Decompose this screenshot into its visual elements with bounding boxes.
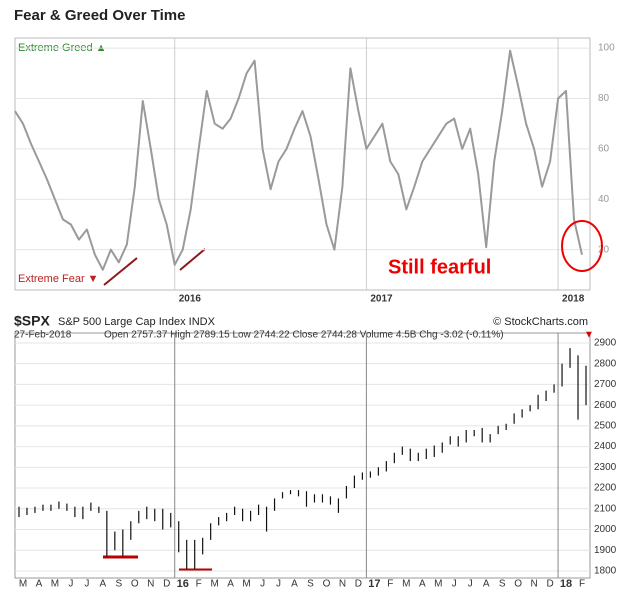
x-tick-label: A: [483, 579, 490, 590]
x-tick-label: A: [291, 579, 298, 590]
subtitle: S&P 500 Large Cap Index INDX: [58, 316, 216, 328]
x-tick-label: D: [546, 579, 553, 590]
y-tick-label: 2100: [594, 503, 617, 514]
highlight-circle: [561, 220, 603, 272]
x-tick-label: 2017: [370, 294, 393, 305]
x-tick-label: 16: [177, 578, 189, 590]
x-tick-label: J: [84, 579, 89, 590]
x-tick-label: M: [19, 579, 27, 590]
y-tick-label: 2800: [594, 358, 617, 369]
date: 27-Feb-2018: [14, 330, 72, 341]
x-tick-label: 2018: [562, 294, 585, 305]
x-tick-label: N: [147, 579, 154, 590]
x-tick-label: M: [51, 579, 59, 590]
x-tick-label: S: [307, 579, 314, 590]
stats: Open 2757.37 High 2789.15 Low 2744.22 Cl…: [104, 330, 504, 341]
y-tick-label: 20: [598, 244, 610, 255]
annotation: Still fearful: [388, 256, 491, 278]
y-tick-label: 2600: [594, 400, 617, 411]
x-tick-label: D: [355, 579, 362, 590]
y-tick-label: 60: [598, 144, 610, 155]
y-tick-label: 2900: [594, 338, 617, 349]
x-tick-label: A: [419, 579, 426, 590]
x-tick-label: M: [402, 579, 410, 590]
x-tick-label: A: [227, 579, 234, 590]
y-tick-label: 2200: [594, 483, 617, 494]
spx-frame: [14, 332, 591, 579]
x-tick-label: A: [100, 579, 107, 590]
fear-label: Extreme Fear ▼: [18, 273, 99, 285]
x-tick-label: O: [131, 579, 139, 590]
x-tick-label: 18: [560, 578, 572, 590]
x-tick-label: J: [452, 579, 457, 590]
y-tick-label: 2000: [594, 524, 617, 535]
y-tick-label: 2700: [594, 379, 617, 390]
x-tick-label: S: [499, 579, 506, 590]
x-tick-label: J: [260, 579, 265, 590]
y-tick-label: 2300: [594, 462, 617, 473]
x-tick-label: J: [468, 579, 473, 590]
x-tick-label: J: [276, 579, 281, 590]
x-tick-label: F: [196, 579, 202, 590]
x-tick-label: M: [434, 579, 442, 590]
x-tick-label: 17: [368, 578, 380, 590]
x-tick-label: O: [323, 579, 331, 590]
y-tick-label: 100: [598, 43, 615, 54]
fear-greed-line: [14, 49, 583, 271]
x-tick-label: S: [115, 579, 122, 590]
x-tick-label: O: [514, 579, 522, 590]
trend-line: [103, 257, 138, 286]
x-tick-label: M: [210, 579, 218, 590]
x-tick-label: A: [36, 579, 43, 590]
x-tick-label: 2016: [179, 294, 202, 305]
x-tick-label: M: [242, 579, 250, 590]
x-tick-label: N: [530, 579, 537, 590]
chart-title: Fear & Greed Over Time: [14, 7, 185, 24]
x-tick-label: J: [68, 579, 73, 590]
fg-frame: [14, 37, 591, 291]
y-tick-label: 2400: [594, 441, 617, 452]
credit: © StockCharts.com: [493, 316, 588, 328]
x-tick-label: F: [579, 579, 585, 590]
symbol: $SPX: [14, 313, 50, 329]
y-tick-label: 80: [598, 93, 610, 104]
x-tick-label: F: [387, 579, 393, 590]
y-tick-label: 40: [598, 194, 610, 205]
x-tick-label: N: [339, 579, 346, 590]
y-tick-label: 1900: [594, 545, 617, 556]
trend-line: [179, 248, 206, 271]
x-tick-label: D: [163, 579, 170, 590]
down-mark: ▼: [584, 330, 594, 341]
y-tick-label: 1800: [594, 566, 617, 577]
y-tick-label: 2500: [594, 421, 617, 432]
